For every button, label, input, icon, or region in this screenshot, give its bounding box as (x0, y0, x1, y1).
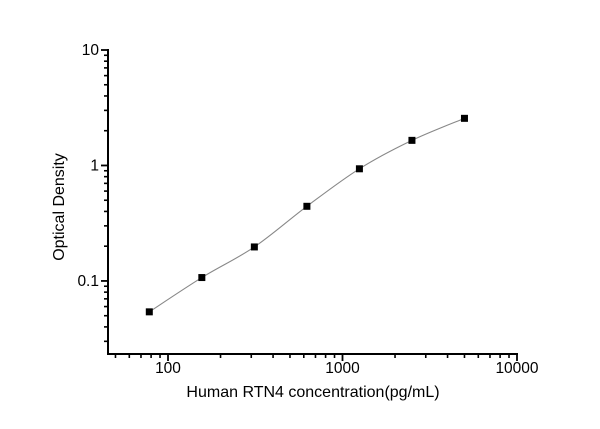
x-tick-label: 10000 (495, 360, 538, 377)
data-point-marker (145, 308, 153, 316)
data-point-marker (355, 165, 363, 173)
data-point-marker (250, 243, 258, 251)
y-tick-label: 0.1 (77, 273, 99, 290)
data-point-marker (198, 274, 206, 282)
x-axis-title: Human RTN4 concentration(pg/mL) (186, 384, 440, 401)
y-tick-label: 1 (90, 157, 99, 174)
data-point-marker (460, 114, 468, 122)
x-tick-label: 1000 (325, 360, 360, 377)
x-tick-label: 100 (155, 360, 181, 377)
fit-curve-line (148, 117, 465, 313)
y-axis-title: Optical Density (51, 153, 68, 261)
data-point-marker (303, 202, 311, 210)
y-tick-label: 10 (82, 42, 100, 59)
data-point-marker (408, 136, 416, 144)
